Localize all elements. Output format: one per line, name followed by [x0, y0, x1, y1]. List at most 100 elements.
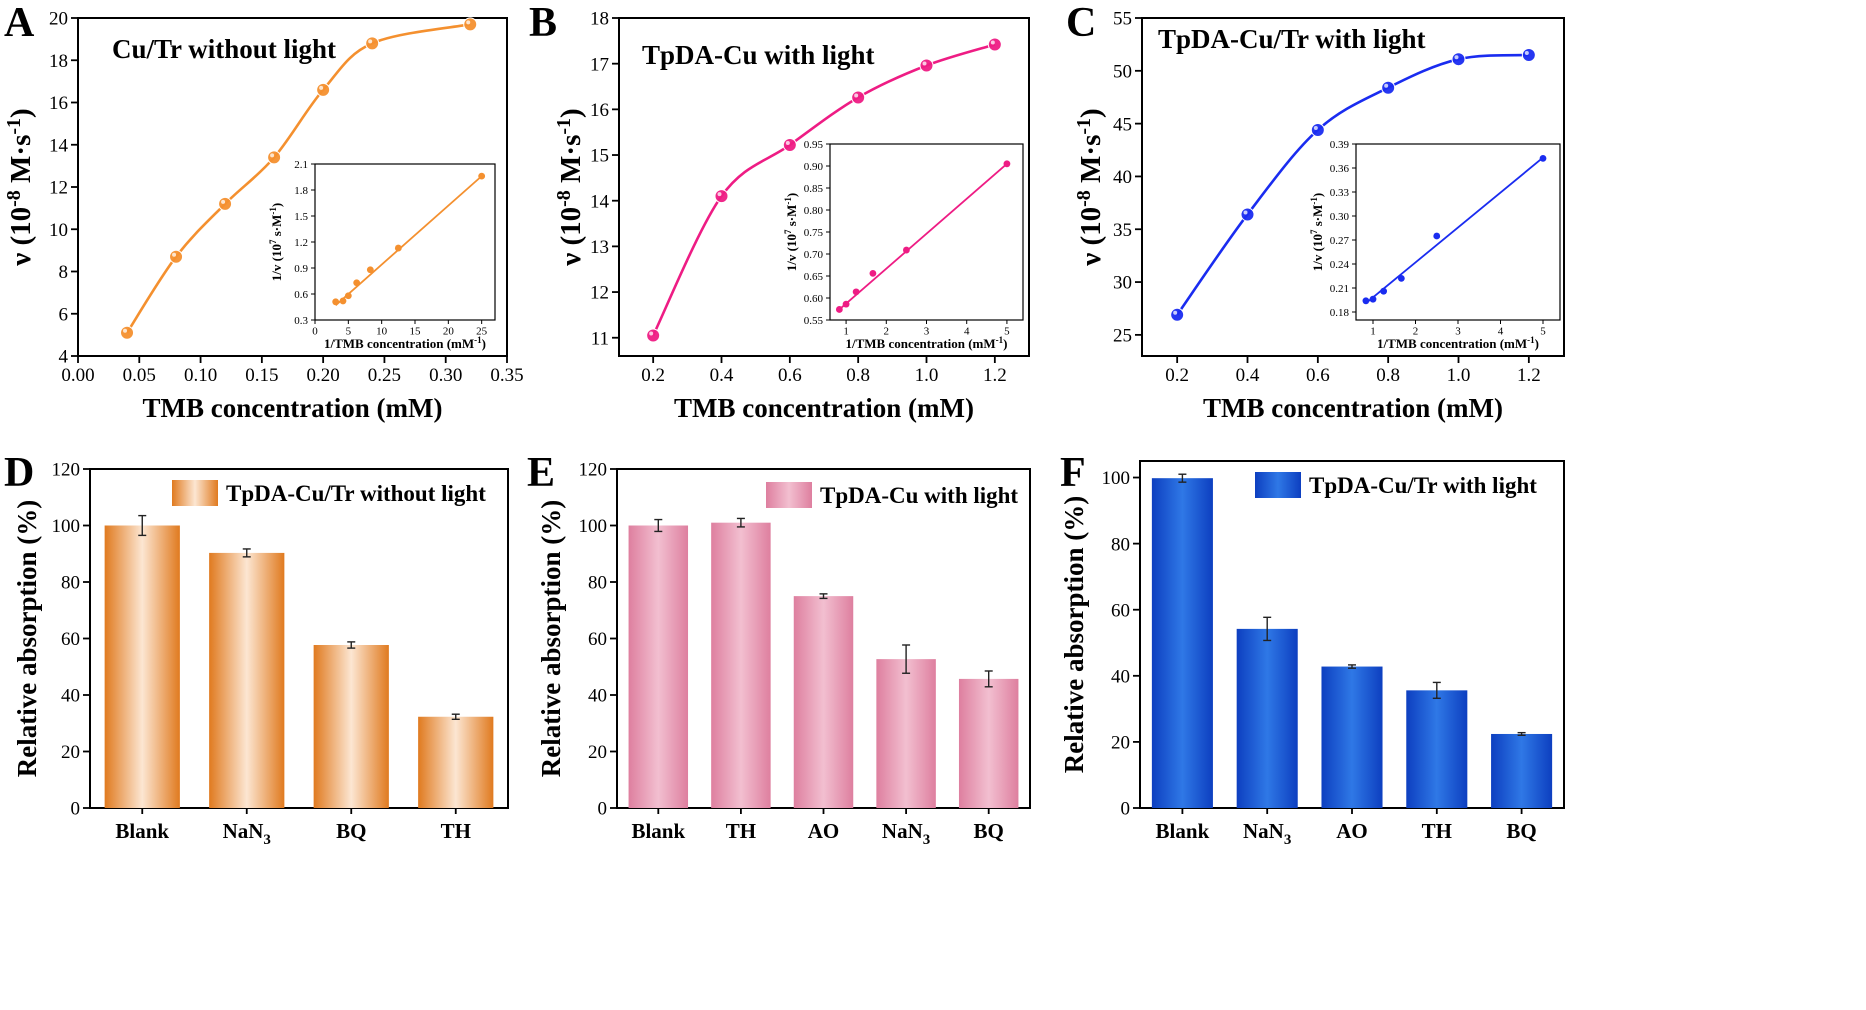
inset-data-point — [1397, 275, 1405, 282]
main-y-tick-label: 80 — [1111, 534, 1130, 555]
inset-data-point — [1362, 297, 1370, 305]
legend-label: TpDA-Cu with light — [820, 483, 1018, 508]
data-point — [463, 17, 478, 32]
main-x-tick-label: 0.35 — [490, 365, 523, 386]
inset-x-tick-label: 4 — [964, 325, 970, 337]
inset-y-tick-label: 0.21 — [1330, 283, 1349, 295]
inset-y-tick-label: 0.75 — [804, 227, 824, 239]
inset-b: 1 2 3 4 5 0.55 0.60 0.65 0.70 0.75 0.80 0.85 0.90 0.9… — [783, 139, 1024, 351]
inset-y-label-main: 1/v (10 — [784, 234, 799, 271]
main-y-tick-label: 100 — [52, 516, 81, 537]
bar — [418, 716, 494, 808]
inset-data-point — [332, 298, 340, 306]
inset-data-point — [902, 246, 910, 254]
data-point-highlight — [717, 192, 722, 197]
data-point — [120, 325, 135, 340]
inset-y-label-main: 1/v (10 — [1310, 234, 1325, 271]
data-point — [267, 150, 282, 165]
x-category-label-main: BQ — [336, 819, 366, 843]
main-y-tick-label: 100 — [579, 516, 608, 537]
inset-y-tick-label: 0.90 — [804, 161, 824, 173]
x-category-label-main: TH — [441, 819, 471, 843]
main-y-tick-label: 20 — [61, 742, 80, 763]
main-y-tick-label: 25 — [1113, 326, 1132, 347]
y-axis-label: Relative absorption (%) — [12, 500, 42, 777]
main-y-tick-label: 16 — [49, 93, 68, 114]
inset-y-tick-label: 0.65 — [804, 271, 824, 283]
panel-letter-d: D — [4, 450, 34, 496]
inset-data-point — [1003, 160, 1011, 168]
y-axis-label-main: ν (10 — [1075, 207, 1107, 267]
main-y-tick-label: 45 — [1113, 114, 1132, 135]
panel-d: 0 20 40 60 80 100 120 Blank NaN3 BQ TH TpDA-Cu/Tr w… — [12, 460, 509, 848]
y-axis-label-unit-exp: -1 — [3, 118, 25, 135]
panel-letter-f: F — [1060, 450, 1086, 496]
inset-y-label-exp: 7 — [1309, 229, 1319, 234]
x-category-label-main: NaN — [882, 819, 923, 843]
inset-data-point — [339, 297, 347, 305]
x-category-label-main: Blank — [1156, 819, 1210, 843]
x-category-label-main: NaN — [1243, 819, 1284, 843]
main-y-tick-label: 20 — [588, 742, 607, 763]
bar — [958, 678, 1019, 808]
inset-y-tick-label: 0.85 — [804, 183, 824, 195]
data-point-highlight — [922, 61, 927, 66]
inset-y-label-unit-exp: -1 — [1309, 197, 1319, 205]
inset-data-point — [478, 172, 486, 180]
inset-x-tick-label: 2 — [1413, 325, 1419, 337]
main-y-tick-label: 60 — [1111, 600, 1130, 621]
main-frame — [1141, 17, 1565, 357]
data-point — [1451, 52, 1466, 67]
main-y-tick-label: 12 — [590, 283, 609, 304]
data-point — [714, 189, 729, 204]
x-category-label: BQ — [1506, 819, 1536, 843]
inset-x-axis-label: 1/TMB concentration (mM-1) — [324, 335, 486, 351]
main-x-tick-label: 0.2 — [641, 365, 665, 386]
inset-c: 1 2 3 4 5 0.18 0.21 0.24 0.27 0.30 0.33 0.36 0.39 1/T… — [1309, 139, 1561, 351]
bar — [876, 659, 936, 808]
data-point-highlight — [649, 331, 654, 336]
main-y-tick-label: 120 — [579, 460, 608, 481]
main-y-tick-label: 15 — [590, 146, 609, 167]
y-axis-label-close: ) — [1075, 108, 1107, 118]
x-category-label-sub: 3 — [263, 832, 271, 848]
x-category-label: Blank — [115, 819, 169, 843]
inset-data-point — [1539, 155, 1547, 162]
main-y-tick-label: 80 — [61, 573, 80, 594]
x-category-label-main: BQ — [974, 819, 1004, 843]
inset-fit-line — [1365, 156, 1544, 304]
inset-x-label-exp: -1 — [474, 335, 482, 345]
y-axis-label: ν (10-8 M·s-1) — [1073, 108, 1107, 266]
bar — [711, 522, 771, 808]
panel-e: 0 20 40 60 80 100 120 Blank TH AO NaN3 BQ TpDA-Cu wi… — [536, 460, 1031, 848]
legend-label: TpDA-Cu/Tr with light — [1309, 473, 1537, 498]
y-axis-label-exp: -8 — [553, 190, 575, 207]
legend-label: TpDA-Cu/Tr without light — [226, 481, 486, 506]
panel-a: 0.00 0.05 0.10 0.15 0.20 0.25 0.30 0.3546810121… — [3, 9, 524, 423]
inset-y-tick-label: 0.33 — [1330, 187, 1350, 199]
x-axis-label: TMB concentration (mM) — [674, 393, 974, 423]
inset-a: 0 5 10 15 20 25 0.3 0.6 0.9 1.2 1.5 1.8 2.1 1/TMB con… — [268, 159, 496, 351]
x-category-label-sub: 3 — [923, 832, 931, 848]
inset-y-label-unit: s·M — [784, 205, 799, 230]
inset-y-tick-label: 0.36 — [1330, 163, 1350, 175]
inset-x-label-main: 1/TMB concentration (mM — [845, 336, 995, 351]
data-point-highlight — [854, 93, 859, 98]
inset-x-tick-label: 15 — [410, 325, 422, 337]
inset-x-tick-label: 20 — [443, 325, 455, 337]
x-category-label-sub: 3 — [1284, 832, 1292, 848]
inset-x-label-close: ) — [1535, 336, 1539, 351]
main-x-tick-label: 1.0 — [1447, 365, 1471, 386]
inset-data-point — [394, 244, 402, 252]
data-point — [316, 82, 331, 97]
inset-x-label-main: 1/TMB concentration (mM — [1377, 336, 1527, 351]
inset-fit-line — [838, 163, 1008, 311]
x-axis-label: TMB concentration (mM) — [143, 393, 443, 423]
inset-y-label-close: ) — [1310, 193, 1325, 197]
inset-y-tick-label: 0.3 — [294, 315, 308, 327]
data-point — [919, 58, 934, 73]
x-category-label: NaN3 — [1243, 819, 1291, 848]
inset-x-label-close: ) — [482, 336, 486, 351]
inset-y-label-unit: s·M — [1310, 205, 1325, 230]
y-axis-label-unit: M·s — [555, 135, 587, 191]
